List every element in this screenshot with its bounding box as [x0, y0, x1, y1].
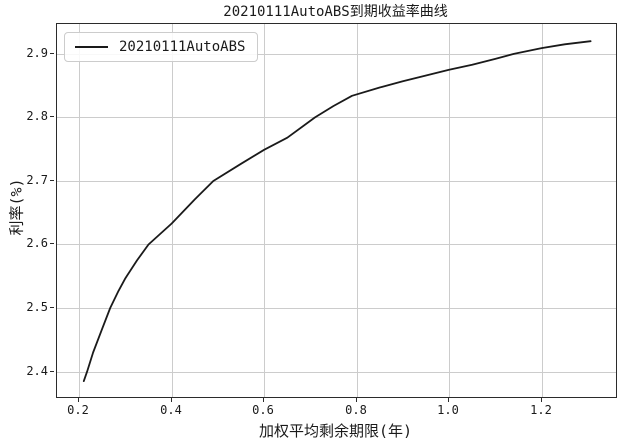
x-tick-label: 0.8 — [345, 403, 367, 417]
x-tick-mark — [263, 398, 264, 402]
x-tick-mark — [78, 398, 79, 402]
x-tick-mark — [448, 398, 449, 402]
y-tick-label: 2.9 — [26, 46, 48, 60]
x-tick-mark — [356, 398, 357, 402]
y-tick-label: 2.8 — [26, 109, 48, 123]
y-tick-mark — [50, 371, 54, 372]
y-tick-mark — [50, 116, 54, 117]
legend: 20210111AutoABS — [64, 32, 259, 62]
x-tick-mark — [171, 398, 172, 402]
legend-label: 20210111AutoABS — [119, 39, 246, 55]
x-tick-label: 0.4 — [160, 403, 182, 417]
y-tick-label: 2.5 — [26, 300, 48, 314]
y-tick-label: 2.4 — [26, 364, 48, 378]
y-tick-mark — [50, 243, 54, 244]
plot-area: 20210111AutoABS — [56, 23, 617, 398]
x-tick-mark — [541, 398, 542, 402]
plot-canvas — [57, 24, 616, 397]
y-tick-mark — [50, 307, 54, 308]
y-tick-mark — [50, 53, 54, 54]
x-tick-label: 0.2 — [67, 403, 89, 417]
y-tick-label: 2.6 — [26, 236, 48, 250]
y-tick-label: 2.7 — [26, 173, 48, 187]
x-tick-label: 1.2 — [530, 403, 552, 417]
y-tick-mark — [50, 180, 54, 181]
series-line-20210111AutoABS — [82, 40, 592, 383]
y-axis-label-text: 利率(%) — [7, 178, 26, 236]
x-tick-label: 0.6 — [252, 403, 274, 417]
x-axis-label: 加权平均剩余期限(年) — [258, 422, 413, 440]
legend-line-sample — [75, 46, 108, 48]
chart-title: 20210111AutoABS到期收益率曲线 — [223, 4, 448, 20]
x-tick-label: 1.0 — [437, 403, 459, 417]
